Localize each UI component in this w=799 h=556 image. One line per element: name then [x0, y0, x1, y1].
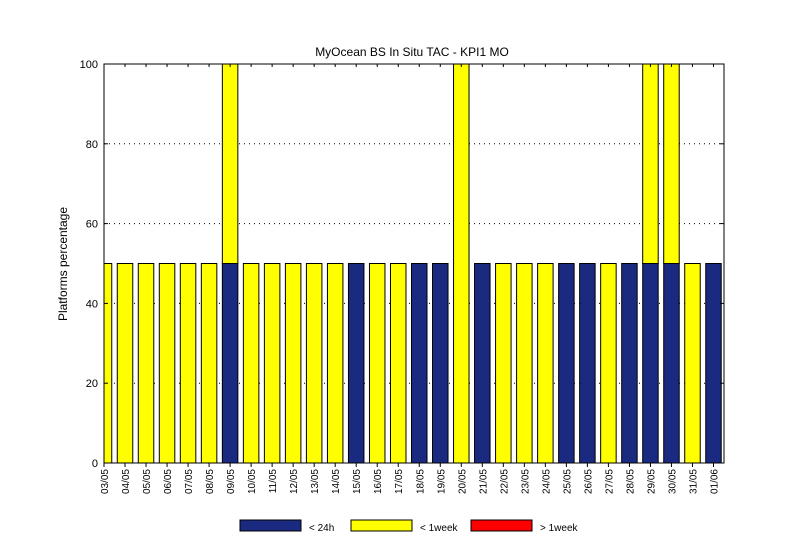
bar [263, 263, 281, 463]
x-tick-label: 18/05 [415, 469, 426, 494]
chart-title: MyOcean BS In Situ TAC - KPI1 MO [315, 45, 509, 59]
legend-swatch [239, 519, 302, 532]
x-tick-label: 05/05 [142, 469, 153, 494]
x-tick-label: 27/05 [604, 469, 615, 494]
x-tick-label: 30/05 [667, 469, 678, 494]
bar [684, 263, 701, 463]
bar [242, 263, 260, 463]
legend-swatch [470, 519, 533, 532]
y-tick-label: 80 [86, 139, 98, 151]
plot-frame [103, 63, 725, 464]
y-tick-label: 0 [92, 458, 98, 470]
bar [347, 263, 365, 463]
x-tick-label: 07/05 [184, 469, 195, 494]
bar [200, 263, 218, 463]
legend-label: < 24h [309, 523, 334, 534]
bar [642, 64, 659, 264]
x-tick-label: 21/05 [478, 469, 489, 494]
bar [221, 64, 239, 264]
bar [305, 263, 323, 463]
x-tick-label: 03/05 [100, 469, 111, 494]
x-tick-label: 26/05 [583, 469, 594, 494]
bar [284, 263, 302, 463]
x-tick-label: 22/05 [499, 469, 510, 494]
bar [104, 263, 113, 463]
x-tick-label: 19/05 [436, 469, 447, 494]
bar [495, 263, 512, 463]
legend: < 24h < 1week > 1week [239, 519, 579, 534]
x-tick-label: 23/05 [520, 469, 531, 494]
x-tick-label: 14/05 [331, 469, 342, 494]
bar [389, 263, 407, 463]
bar [642, 263, 659, 463]
y-tick-label: 100 [80, 59, 98, 71]
bar [474, 263, 491, 463]
x-tick-label: 28/05 [625, 469, 636, 494]
bar [137, 263, 155, 463]
bar [116, 263, 134, 463]
legend-label: < 1week [420, 523, 459, 534]
x-tick-label: 31/05 [688, 469, 699, 494]
x-tick-label: 29/05 [646, 469, 657, 494]
y-axis-label: Platforms percentage [56, 207, 70, 321]
bar [663, 64, 680, 264]
bar [516, 263, 533, 463]
y-tick-label: 20 [86, 378, 98, 390]
x-axis: 03/05 04/05 05/05 06/05 07/05 08/05 09/05 10/05… [100, 463, 720, 494]
bar [432, 263, 449, 463]
bar [158, 263, 176, 463]
bar [558, 263, 575, 463]
x-tick-label: 15/05 [352, 469, 363, 494]
bar [621, 263, 638, 463]
y-axis: 0 20 40 60 80 100 [80, 59, 724, 470]
bar [221, 263, 239, 463]
x-tick-label: 17/05 [394, 469, 405, 494]
x-tick-label: 16/05 [373, 469, 384, 494]
bar [600, 263, 617, 463]
x-tick-label: 11/05 [268, 469, 279, 494]
x-tick-label: 25/05 [562, 469, 573, 494]
x-tick-label: 06/05 [163, 469, 174, 494]
bar [179, 263, 197, 463]
x-tick-label: 08/05 [205, 469, 216, 494]
x-tick-label: 24/05 [541, 469, 552, 494]
y-tick-label: 40 [86, 298, 98, 310]
bar [663, 263, 680, 463]
x-tick-label: 13/05 [310, 469, 321, 494]
x-tick-label: 20/05 [457, 469, 468, 494]
legend-label: > 1week [540, 523, 579, 534]
bar [579, 263, 596, 463]
bar [368, 263, 386, 463]
bar [411, 263, 428, 463]
bar [326, 263, 344, 463]
bar [705, 263, 722, 463]
x-tick-label: 10/05 [247, 469, 258, 494]
bars [104, 64, 722, 463]
x-tick-label: 12/05 [289, 469, 300, 494]
y-tick-label: 60 [86, 219, 98, 231]
x-tick-label: 09/05 [226, 469, 237, 494]
x-tick-label: 01/06 [709, 469, 720, 494]
legend-swatch [350, 519, 413, 532]
bar [537, 263, 554, 463]
x-tick-label: 04/05 [121, 469, 132, 494]
bar [453, 64, 470, 463]
